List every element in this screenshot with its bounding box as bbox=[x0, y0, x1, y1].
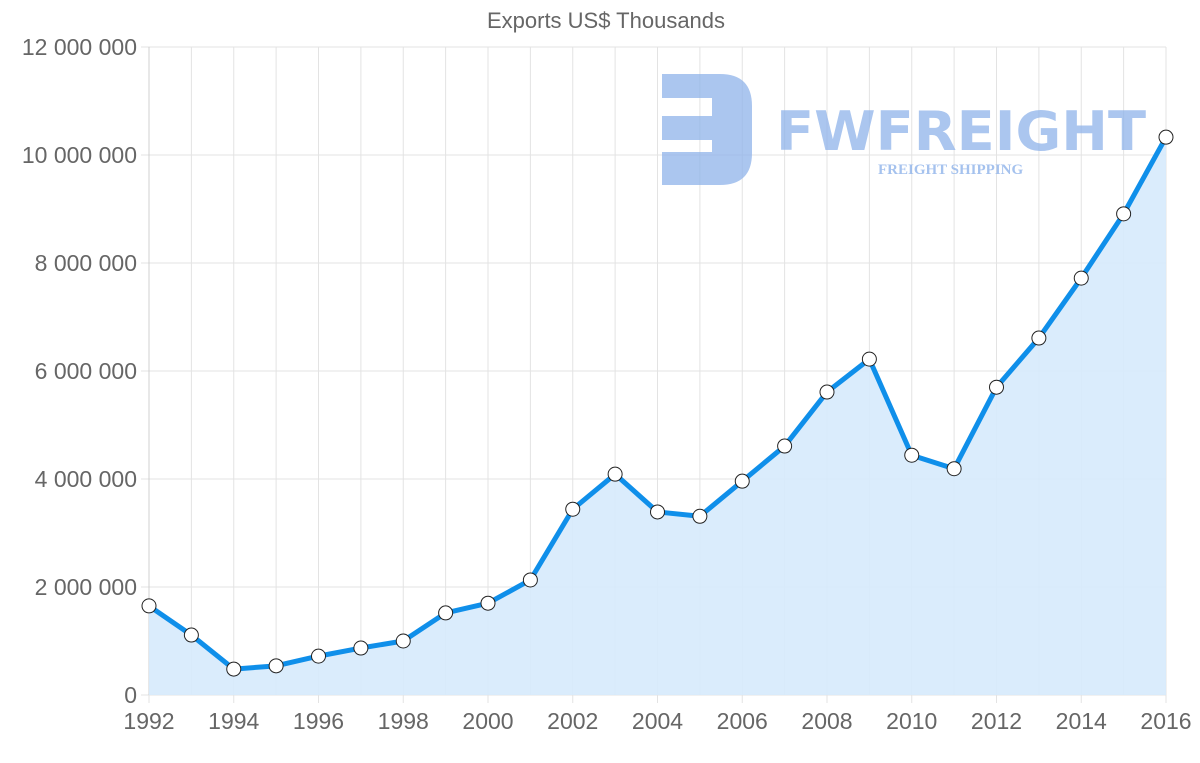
data-point-2010[interactable] bbox=[904, 447, 920, 463]
chart-title: Exports US$ Thousands bbox=[486, 8, 726, 33]
y-tick-label: 8 000 000 bbox=[35, 250, 137, 276]
data-point-2001[interactable] bbox=[522, 572, 538, 588]
data-point-1999[interactable] bbox=[438, 605, 454, 621]
x-tick-label: 2006 bbox=[717, 708, 768, 734]
y-tick-label: 4 000 000 bbox=[35, 466, 137, 492]
data-point-2009[interactable] bbox=[861, 351, 877, 367]
data-point-2013[interactable] bbox=[1031, 330, 1047, 346]
data-point-1994[interactable] bbox=[226, 661, 242, 677]
y-tick-label: 10 000 000 bbox=[22, 142, 137, 168]
y-tick-label: 6 000 000 bbox=[35, 358, 137, 384]
data-point-2007[interactable] bbox=[777, 438, 793, 454]
data-area bbox=[149, 137, 1166, 695]
data-point-2005[interactable] bbox=[692, 508, 708, 524]
y-axis: 0 2 000 000 4 000 000 6 000 000 8 000 000 10 … bbox=[22, 34, 137, 708]
x-tick-label: 1992 bbox=[123, 708, 174, 734]
watermark-tagline: FREIGHT SHIPPING bbox=[878, 162, 1023, 178]
x-tick-label: 1994 bbox=[208, 708, 259, 734]
data-point-2015[interactable] bbox=[1116, 206, 1132, 222]
data-point-2008[interactable] bbox=[819, 384, 835, 400]
x-tick-label: 2008 bbox=[801, 708, 852, 734]
watermark-brand: FWFREIGHT bbox=[776, 100, 1146, 163]
y-tick-label: 2 000 000 bbox=[35, 574, 137, 600]
area-fill bbox=[149, 137, 1166, 695]
data-point-2004[interactable] bbox=[650, 504, 665, 520]
data-point-2012[interactable] bbox=[989, 379, 1004, 395]
x-tick-label: 2016 bbox=[1140, 708, 1191, 734]
x-tick-label: 1998 bbox=[378, 708, 429, 734]
x-tick-label: 2000 bbox=[462, 708, 513, 734]
data-point-2014[interactable] bbox=[1073, 270, 1089, 286]
data-point-1998[interactable] bbox=[395, 633, 411, 649]
x-axis: 1992 1994 1996 1998 2000 2002 2004 2006 2008 2010… bbox=[123, 708, 1191, 734]
y-tick-label: 12 000 000 bbox=[22, 34, 137, 60]
x-tick-label: 1996 bbox=[293, 708, 344, 734]
x-tick-label: 2010 bbox=[886, 708, 937, 734]
data-point-1993[interactable] bbox=[183, 627, 199, 643]
x-tick-label: 2004 bbox=[632, 708, 683, 734]
logo-icon bbox=[648, 74, 752, 185]
x-tick-label: 2012 bbox=[971, 708, 1022, 734]
data-point-1995[interactable] bbox=[268, 658, 284, 674]
data-point-2002[interactable] bbox=[565, 501, 581, 517]
data-point-1992[interactable] bbox=[141, 598, 157, 614]
data-point-2016[interactable] bbox=[1158, 129, 1174, 145]
x-tick-label: 2014 bbox=[1056, 708, 1107, 734]
data-point-1996[interactable] bbox=[311, 648, 326, 664]
x-tick-label: 2002 bbox=[547, 708, 598, 734]
data-point-2011[interactable] bbox=[946, 461, 962, 477]
y-tick-label: 0 bbox=[124, 682, 137, 708]
data-point-2003[interactable] bbox=[607, 466, 623, 482]
data-point-2006[interactable] bbox=[734, 473, 750, 489]
data-points bbox=[141, 129, 1174, 677]
data-point-2000[interactable] bbox=[480, 595, 496, 611]
data-point-1997[interactable] bbox=[353, 640, 369, 656]
watermark-logo: FWFREIGHT FREIGHT SHIPPING bbox=[648, 74, 1146, 185]
